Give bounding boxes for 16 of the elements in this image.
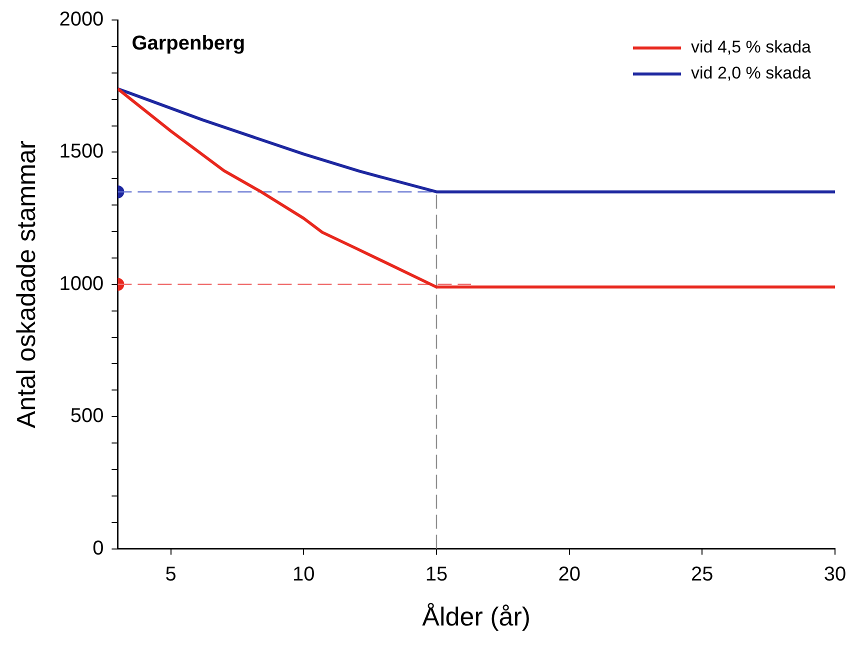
x-tick-label: 15 — [425, 563, 448, 586]
y-tick-label: 2000 — [59, 8, 104, 31]
y-axis-title: Antal oskadade stammar — [10, 140, 41, 428]
y-tick-label: 1000 — [59, 272, 104, 295]
y-tick-label: 0 — [92, 537, 104, 560]
x-tick-label: 25 — [691, 563, 714, 586]
x-tick-label: 10 — [292, 563, 315, 586]
text: Garpenberg — [132, 32, 246, 55]
x-tick-label: 20 — [558, 563, 580, 586]
legend-label: vid 4,5 % skada — [690, 38, 812, 57]
y-tick-label: 500 — [70, 405, 104, 428]
x-axis-title: Ålder (år) — [422, 602, 531, 632]
y-tick-label: 1500 — [59, 140, 104, 163]
x-tick-label: 5 — [165, 563, 176, 586]
x-tick-label: 30 — [824, 563, 846, 586]
legend-label: vid 2,0 % skada — [690, 64, 812, 83]
